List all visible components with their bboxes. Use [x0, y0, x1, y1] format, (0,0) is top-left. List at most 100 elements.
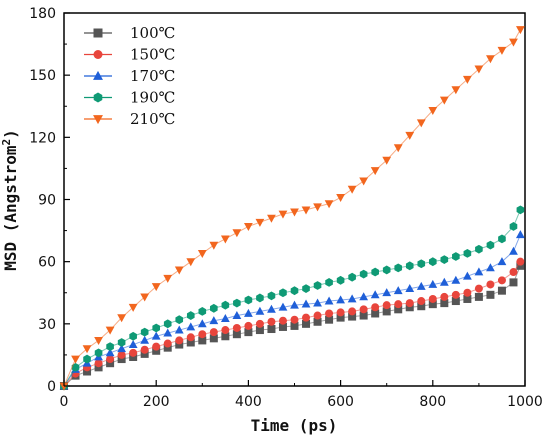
data-point [163, 328, 173, 337]
legend-item: 100℃ [84, 24, 175, 42]
y-tick-label: 60 [38, 255, 56, 271]
data-point [117, 314, 127, 323]
legend-item: 210℃ [84, 110, 175, 128]
data-point [174, 266, 184, 275]
y-axis-title-end: ) [1, 129, 20, 139]
data-point [417, 302, 426, 311]
data-point [221, 326, 230, 335]
data-point [71, 362, 80, 372]
data-point [221, 332, 230, 341]
legend-item: 150℃ [84, 46, 175, 64]
data-point [210, 303, 218, 313]
data-point [348, 272, 356, 282]
data-point [256, 293, 264, 303]
data-point [198, 330, 207, 339]
data-point [186, 333, 195, 342]
data-point [278, 302, 288, 311]
data-point [440, 255, 449, 264]
data-point [486, 55, 495, 64]
data-point [186, 322, 196, 331]
data-point [516, 261, 525, 270]
y-tick-label: 30 [38, 317, 56, 333]
data-point [255, 306, 265, 315]
data-point [336, 295, 345, 304]
data-point [382, 156, 392, 165]
data-point [175, 340, 184, 349]
data-point [163, 343, 172, 352]
data-point [302, 284, 310, 294]
data-point [347, 294, 357, 303]
data-point [313, 317, 322, 326]
data-point [382, 307, 391, 316]
data-point [152, 346, 161, 355]
data-point [244, 328, 253, 337]
data-point [486, 263, 495, 272]
legend-marker [93, 92, 103, 103]
data-point [278, 316, 287, 325]
data-point [209, 328, 218, 337]
data-point [474, 267, 484, 276]
data-point [209, 241, 219, 250]
data-point [347, 185, 357, 194]
data-point [232, 330, 241, 339]
data-point [94, 337, 103, 346]
data-point [509, 246, 518, 255]
legend-label: 100℃ [130, 24, 175, 42]
data-point [486, 290, 495, 299]
x-tick-label: 400 [235, 394, 262, 410]
data-point [83, 367, 92, 376]
data-point [140, 349, 149, 358]
data-point [439, 277, 449, 286]
data-point [324, 296, 334, 305]
data-point [290, 286, 299, 296]
plot-area-group: 0 200 400 600 800 1000 0 30 60 90 120 150 180 [29, 6, 543, 410]
data-point [105, 348, 115, 357]
data-point [313, 298, 322, 307]
data-point [255, 218, 265, 227]
data-point [416, 119, 426, 128]
data-point [405, 261, 414, 271]
data-point [486, 240, 495, 250]
data-point [175, 336, 184, 345]
data-point [140, 345, 149, 354]
data-point [463, 248, 472, 258]
data-point [462, 271, 472, 280]
data-point [359, 269, 368, 279]
data-point [394, 263, 403, 273]
data-point [163, 319, 172, 329]
data-point [301, 299, 311, 308]
series-2 [60, 257, 525, 390]
data-point [497, 276, 506, 285]
y-tick-label: 0 [47, 379, 56, 395]
data-point [405, 131, 415, 140]
data-point [267, 304, 276, 313]
tick-layer: 0 200 400 600 800 1000 0 30 60 90 120 150 180 [29, 6, 543, 410]
data-point [198, 336, 207, 345]
data-point [428, 257, 437, 267]
data-point [140, 327, 149, 337]
data-point [462, 75, 472, 84]
data-point [516, 205, 525, 215]
data-point [220, 235, 230, 244]
data-point [509, 268, 518, 277]
data-point [163, 274, 173, 283]
data-point [290, 300, 299, 309]
data-point [186, 258, 196, 267]
data-point [267, 291, 276, 301]
data-point [498, 234, 506, 244]
y-axis-title-superscript: 2 [0, 139, 13, 146]
data-point [151, 283, 161, 292]
data-point [451, 275, 461, 284]
data-point [209, 334, 218, 343]
data-point [497, 46, 507, 55]
y-tick-label: 150 [29, 68, 56, 84]
data-point [186, 338, 195, 347]
data-point [417, 259, 426, 269]
series-5 [59, 26, 525, 391]
data-point [106, 359, 115, 368]
legend-label: 210℃ [130, 110, 175, 128]
data-point [463, 294, 472, 303]
data-point [71, 355, 80, 364]
data-point [232, 229, 242, 238]
legend-label: 190℃ [130, 89, 175, 107]
